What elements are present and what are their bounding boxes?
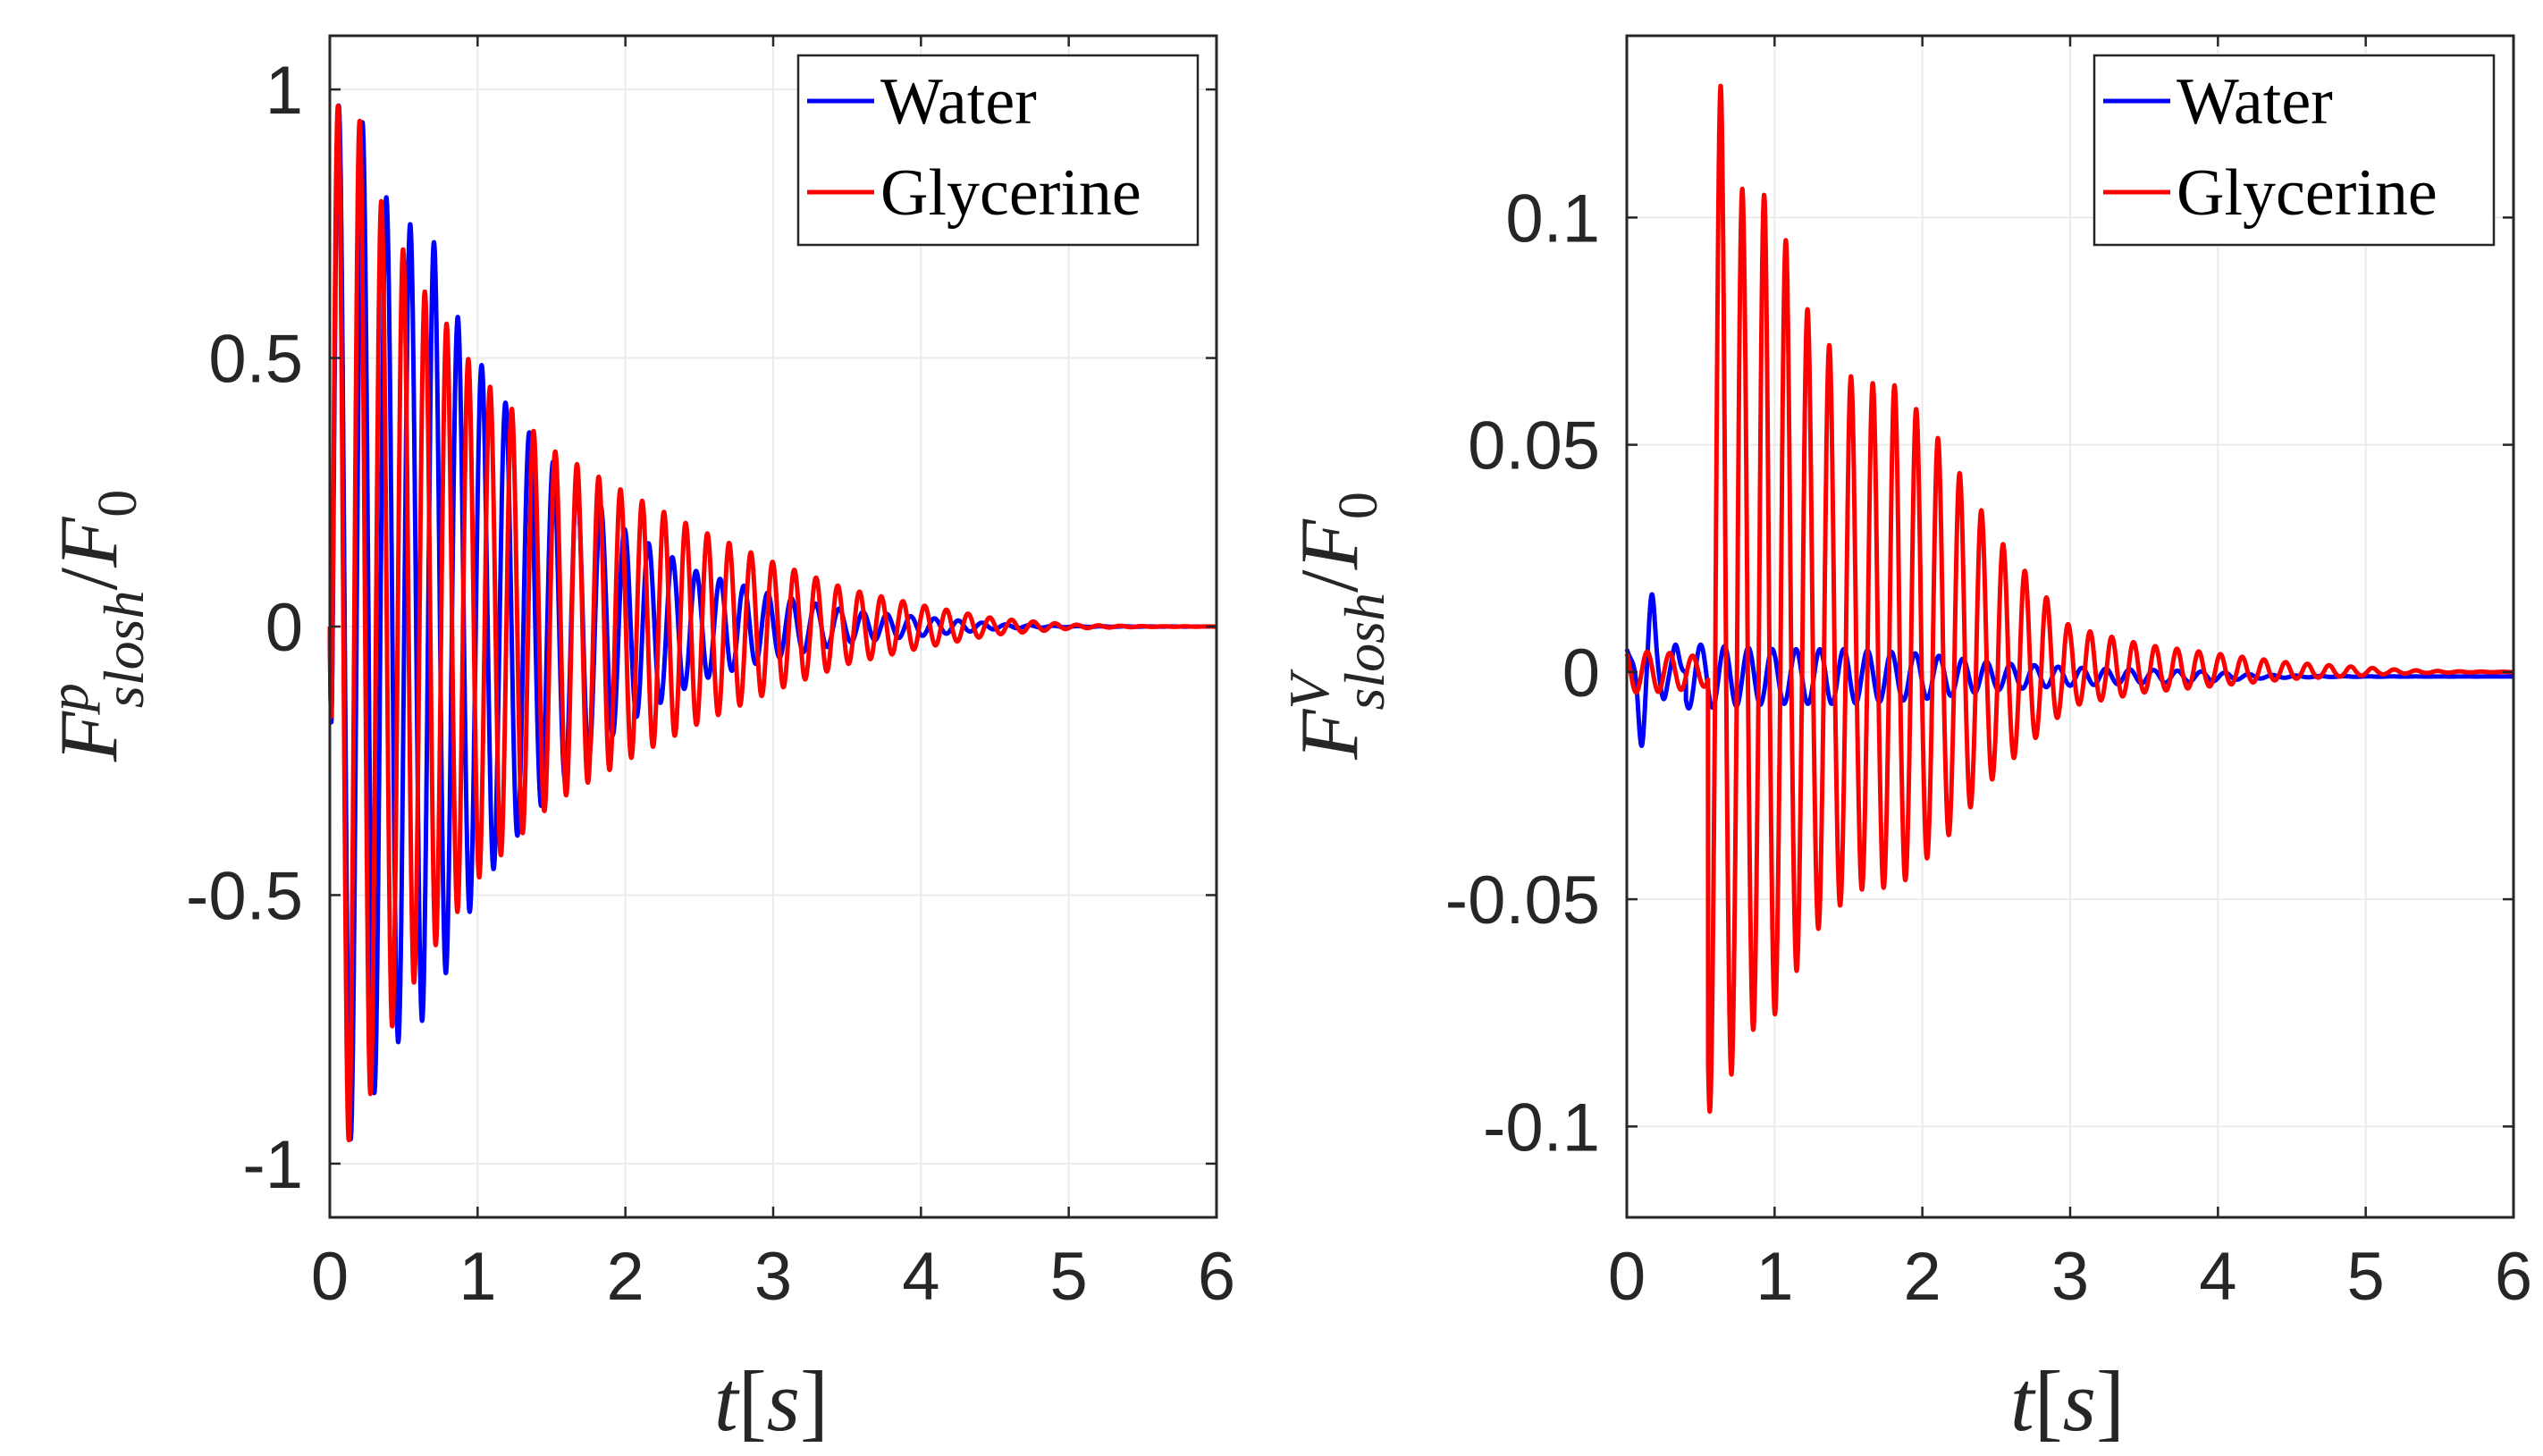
right-ylabel-div: / xyxy=(1284,569,1375,593)
right-xlabel-open: [ xyxy=(2034,1353,2063,1449)
right-xtick-label: 2 xyxy=(1904,1239,1941,1315)
left-ylabel-den-sub: 0 xyxy=(88,490,148,518)
right-series-glycerine xyxy=(1624,83,2516,1115)
left-xlabel-close: ] xyxy=(800,1353,829,1449)
right-legend-box xyxy=(2093,54,2496,247)
right-ylabel: FVslosh/F0 xyxy=(1277,492,1396,761)
right-ytick-label: -0.05 xyxy=(1445,863,1600,938)
left-xtick-label: 1 xyxy=(459,1239,496,1315)
right-series xyxy=(1624,83,2516,1115)
left-series-glycerine xyxy=(327,103,1219,1142)
left-xlabel-open: [ xyxy=(738,1353,767,1449)
right-legend-water-label: Water xyxy=(2177,65,2333,139)
left-xticks: 0 1 2 3 4 5 6 xyxy=(311,36,1235,1315)
left-legend-box xyxy=(796,54,1200,247)
left-series xyxy=(327,103,1219,1142)
right-ylabel-sub: slosh xyxy=(1333,593,1396,711)
right-xtick-label: 6 xyxy=(2495,1239,2532,1315)
left-ylabel-div: / xyxy=(43,567,134,590)
right-xlabel: t[s] xyxy=(2010,1353,2125,1449)
left-ytick-label: -1 xyxy=(242,1127,303,1203)
left-xlabel-main: t xyxy=(714,1353,740,1449)
right-xtick-label: 5 xyxy=(2347,1239,2385,1315)
right-xlabel-close: ] xyxy=(2096,1353,2125,1449)
left-ytick-label: 0 xyxy=(265,590,303,666)
left-xtick-label: 4 xyxy=(902,1239,939,1315)
right-xtick-label: 1 xyxy=(1756,1239,1793,1315)
left-ytick-label: -0.5 xyxy=(186,858,303,934)
right-ytick-label: 0.1 xyxy=(1505,181,1600,257)
right-xticks: 0 1 2 3 4 5 6 xyxy=(1608,36,2532,1315)
right-xtick-label: 4 xyxy=(2199,1239,2236,1315)
left-xtick-label: 0 xyxy=(311,1239,349,1315)
left-ylabel: Fpslosh/F0 xyxy=(37,490,156,763)
left-yticks: 1 0.5 0 -0.5 -1 xyxy=(186,53,1217,1203)
right-ylabel-den: F xyxy=(1284,518,1375,570)
left-ytick-label: 1 xyxy=(265,53,303,129)
left-xlabel-unit: s xyxy=(767,1353,800,1449)
left-xtick-label: 3 xyxy=(754,1239,792,1315)
left-xtick-label: 6 xyxy=(1198,1239,1235,1315)
right-legend: Water Glycerine xyxy=(2093,54,2496,247)
left-ylabel-sub: slosh xyxy=(92,590,156,708)
right-xlabel-unit: s xyxy=(2063,1353,2096,1449)
left-xtick-label: 5 xyxy=(1050,1239,1088,1315)
right-xtick-label: 0 xyxy=(1608,1239,1646,1315)
right-ytick-label: 0 xyxy=(1562,635,1600,711)
left-ytick-label: 0.5 xyxy=(208,322,303,398)
right-ylabel-den-sub: 0 xyxy=(1328,492,1389,519)
right-xlabel-main: t xyxy=(2010,1353,2036,1449)
right-ylabel-sup: V xyxy=(1277,669,1341,710)
right-ylabel-main: F xyxy=(1284,709,1375,761)
left-ylabel-den: F xyxy=(43,517,134,568)
right-ytick-label: -0.1 xyxy=(1483,1090,1600,1166)
left-legend-glycerine-label: Glycerine xyxy=(880,156,1141,230)
right-ytick-label: 0.05 xyxy=(1468,408,1600,484)
left-legend: Water Glycerine xyxy=(796,54,1200,247)
right-xtick-label: 3 xyxy=(2051,1239,2089,1315)
left-ylabel-sup: p xyxy=(37,683,100,715)
left-xtick-label: 2 xyxy=(607,1239,644,1315)
left-ylabel-main: F xyxy=(43,711,134,762)
left-xlabel: t[s] xyxy=(714,1353,829,1449)
right-legend-glycerine-label: Glycerine xyxy=(2177,156,2438,230)
left-legend-water-label: Water xyxy=(880,65,1037,139)
right-yticks: 0.1 0.05 0 -0.05 -0.1 xyxy=(1445,181,2514,1166)
right-series-water xyxy=(1624,592,2516,748)
